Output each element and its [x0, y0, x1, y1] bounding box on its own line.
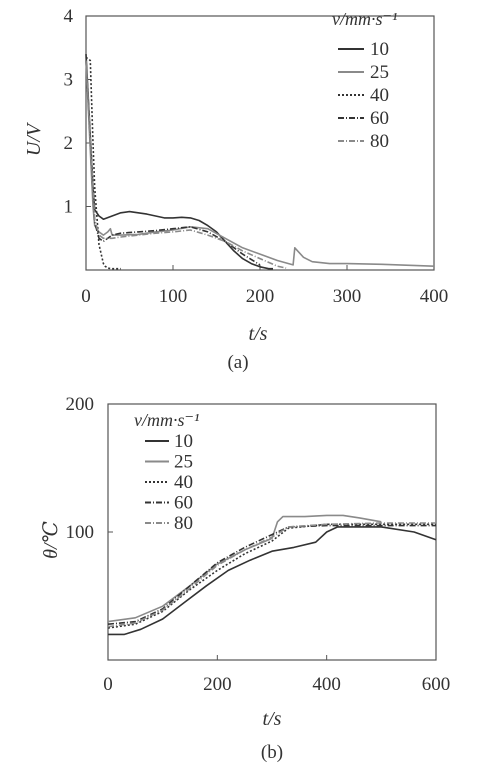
legend-label-60: 60	[174, 493, 193, 514]
legend-label-25: 25	[174, 452, 193, 473]
x-tick-label: 200	[246, 286, 275, 307]
legend-label-40: 40	[174, 472, 193, 493]
series-line-10	[85, 54, 273, 270]
legend-label-80: 80	[370, 131, 389, 152]
legend-title: v/mm·s⁻¹	[134, 410, 199, 430]
legend-label-10: 10	[174, 431, 193, 452]
legend-label-10: 10	[370, 39, 389, 60]
y-tick-label: 3	[64, 70, 74, 91]
legend-label-40: 40	[370, 85, 389, 106]
series-line-25	[85, 60, 435, 267]
y-tick-label: 1	[64, 197, 74, 218]
legend-title: v/mm·s⁻¹	[332, 9, 397, 29]
x-tick-label: 200	[203, 674, 232, 695]
series-line-25	[107, 514, 382, 623]
y-tick-label: 2	[64, 133, 74, 154]
series-line-80	[85, 60, 287, 269]
panel-label: (b)	[261, 742, 283, 763]
series-line-60	[107, 524, 436, 625]
x-axis-label: t/s	[249, 323, 268, 345]
chart-panel-a: 0 100 200 300 400 1 2 3 4 t/s U/V (a) v/mm·s⁻¹ 102540…	[23, 6, 448, 373]
series-line-40	[107, 523, 436, 629]
x-axis-label: t/s	[263, 708, 282, 730]
series-line-10	[108, 526, 437, 636]
x-tick-label: 400	[420, 286, 449, 307]
x-tick-label: 300	[333, 286, 362, 307]
legend-label-60: 60	[370, 108, 389, 129]
x-tick-label: 600	[422, 674, 451, 695]
legend-label-80: 80	[174, 513, 193, 534]
x-tick-label: 400	[312, 674, 341, 695]
legend-label-25: 25	[370, 62, 389, 83]
series-line-40	[85, 56, 121, 270]
y-tick-label: 200	[66, 394, 95, 415]
panel-label: (a)	[227, 352, 248, 373]
x-tick-label: 100	[159, 286, 188, 307]
chart-panel-b: 0 200 400 600 100 200 t/s θ/℃ (b) v/mm·s⁻¹1025406…	[40, 394, 450, 763]
y-axis-label: U/V	[23, 121, 45, 156]
y-axis-label: θ/℃	[40, 521, 62, 559]
y-tick-label: 100	[66, 522, 95, 543]
y-tick-label: 4	[64, 6, 74, 27]
series-line-80	[107, 522, 436, 628]
x-tick-label: 0	[81, 286, 91, 307]
x-tick-label: 0	[103, 674, 113, 695]
